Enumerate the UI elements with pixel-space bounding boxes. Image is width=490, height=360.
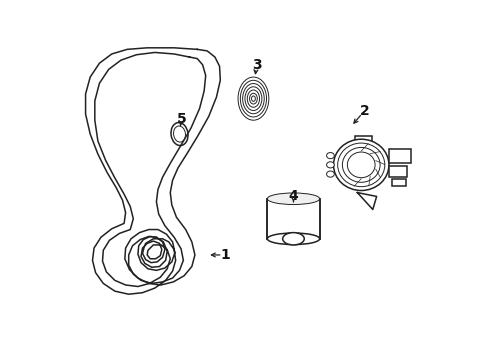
Bar bbox=[389, 149, 411, 163]
Text: 5: 5 bbox=[177, 112, 187, 126]
Bar bbox=[355, 136, 372, 149]
Ellipse shape bbox=[326, 162, 334, 168]
Ellipse shape bbox=[268, 193, 319, 204]
Ellipse shape bbox=[326, 171, 334, 177]
Text: 4: 4 bbox=[289, 189, 298, 203]
Ellipse shape bbox=[334, 139, 389, 190]
Ellipse shape bbox=[326, 153, 334, 159]
Text: 3: 3 bbox=[252, 58, 261, 72]
Ellipse shape bbox=[173, 126, 186, 142]
Ellipse shape bbox=[268, 233, 319, 244]
Ellipse shape bbox=[283, 233, 304, 245]
Text: 1: 1 bbox=[221, 248, 231, 262]
Bar bbox=[392, 179, 406, 186]
Bar bbox=[389, 166, 408, 177]
Text: 2: 2 bbox=[360, 104, 369, 118]
